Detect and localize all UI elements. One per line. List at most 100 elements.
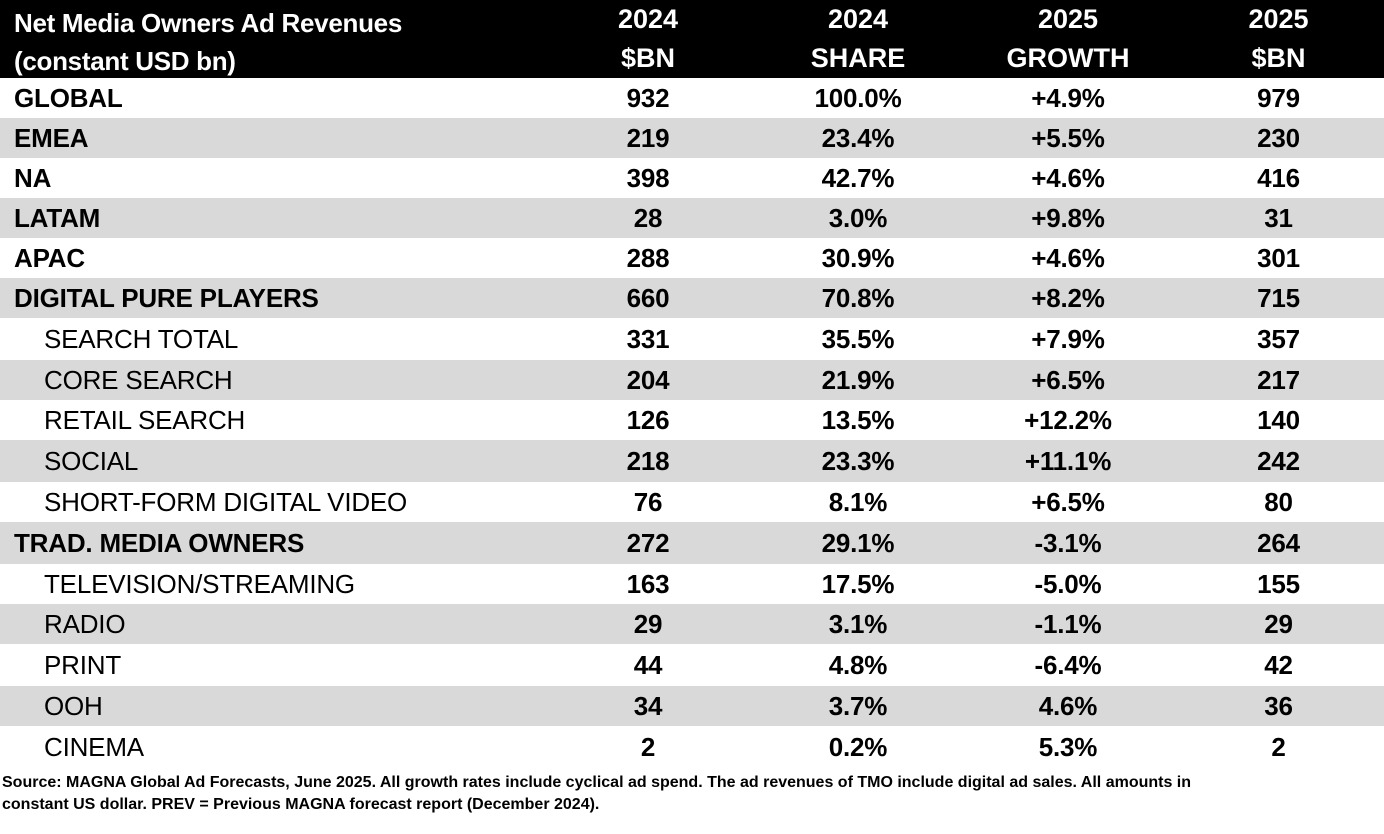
table-body: GLOBAL 932 100.0% +4.9% 979 EMEA 219 23.4% +5.5%… (0, 78, 1384, 768)
cell-2025-growth: -6.4% (1034, 649, 1102, 680)
cell-2024-bn: 272 (626, 527, 670, 558)
cell-2025-growth: +7.9% (1031, 323, 1105, 354)
cell-2024-bn: 932 (626, 82, 670, 113)
cell-2025-bn: 155 (1257, 568, 1300, 599)
cell-2025-growth: +4.6% (1031, 242, 1105, 273)
source-line-2: constant US dollar. PREV = Previous MAGN… (2, 796, 600, 813)
cell-2024-share: 13.5% (821, 404, 895, 435)
cell-2024-bn: 288 (626, 242, 670, 273)
cell-2025-growth: 5.3% (1038, 731, 1098, 762)
cell-2025-bn: 140 (1257, 404, 1300, 435)
cell-2025-growth: +12.2% (1024, 404, 1112, 435)
cell-2024-bn: 219 (626, 122, 670, 153)
cell-2024-bn: 29 (633, 608, 663, 639)
cell-2024-share: 30.9% (821, 242, 895, 273)
table-row: TRAD. MEDIA OWNERS 272 29.1% -3.1% 264 (0, 522, 1384, 564)
column-header-2024-share: 2024 SHARE (753, 0, 963, 78)
cell-2025-growth: 4.6% (1038, 690, 1098, 721)
table-row: TELEVISION/STREAMING 163 17.5% -5.0% 155 (0, 564, 1384, 604)
column-header-line-2: SHARE (810, 43, 906, 73)
cell-2024-share: 8.1% (828, 486, 888, 517)
row-label: CORE SEARCH (44, 364, 233, 395)
row-label: TRAD. MEDIA OWNERS (14, 527, 305, 558)
column-header-line-2: $BN (1251, 43, 1306, 73)
cell-2024-bn: 28 (633, 202, 663, 233)
title-line-2: (constant USD bn) (14, 46, 236, 76)
table-row: LATAM 28 3.0% +9.8% 31 (0, 198, 1384, 238)
table-row: NA 398 42.7% +4.6% 416 (0, 158, 1384, 198)
source-line-1: Source: MAGNA Global Ad Forecasts, June … (2, 774, 1192, 791)
cell-2024-bn: 204 (626, 364, 670, 395)
cell-2024-share: 29.1% (821, 527, 895, 558)
column-header-2024-bn: 2024 $BN (543, 0, 753, 78)
cell-2025-bn: 217 (1257, 364, 1300, 395)
column-header-2025-growth: 2025 GROWTH (963, 0, 1173, 78)
cell-2025-bn: 715 (1257, 282, 1300, 313)
table-row: GLOBAL 932 100.0% +4.9% 979 (0, 78, 1384, 118)
cell-2025-bn: 979 (1257, 82, 1300, 113)
cell-2024-share: 23.4% (821, 122, 895, 153)
table-row: PRINT 44 4.8% -6.4% 42 (0, 644, 1384, 686)
row-label: PRINT (44, 649, 122, 680)
row-label: RADIO (44, 608, 126, 639)
cell-2024-bn: 398 (626, 162, 670, 193)
cell-2025-bn: 42 (1264, 649, 1293, 680)
column-header-line-1: 2025 (1037, 4, 1099, 34)
cell-2025-growth: +8.2% (1031, 282, 1105, 313)
row-label: EMEA (14, 122, 89, 153)
row-label: SEARCH TOTAL (44, 323, 239, 354)
table-title: Net Media Owners Ad Revenues (constant U… (0, 0, 543, 78)
cell-2024-share: 17.5% (821, 568, 895, 599)
column-header-line-2: $BN (620, 43, 675, 73)
cell-2025-growth: +6.5% (1031, 364, 1105, 395)
row-label: SOCIAL (44, 445, 139, 476)
table-row: RADIO 29 3.1% -1.1% 29 (0, 604, 1384, 644)
cell-2024-share: 4.8% (828, 649, 888, 680)
cell-2024-bn: 126 (626, 404, 670, 435)
table-row: EMEA 219 23.4% +5.5% 230 (0, 118, 1384, 158)
row-label: RETAIL SEARCH (44, 404, 246, 435)
column-header-line-1: 2024 (617, 4, 679, 34)
cell-2024-share: 35.5% (821, 323, 895, 354)
cell-2025-growth: +9.8% (1031, 202, 1105, 233)
table-row: CINEMA 2 0.2% 5.3% 2 (0, 726, 1384, 768)
cell-2025-bn: 36 (1264, 690, 1293, 721)
row-label: GLOBAL (14, 82, 123, 113)
cell-2024-bn: 34 (633, 690, 663, 721)
cell-2025-bn: 416 (1257, 162, 1300, 193)
cell-2025-growth: +4.6% (1031, 162, 1105, 193)
cell-2025-growth: +6.5% (1031, 486, 1105, 517)
cell-2024-share: 21.9% (821, 364, 895, 395)
cell-2025-growth: +4.9% (1031, 82, 1105, 113)
cell-2025-growth: -5.0% (1034, 568, 1102, 599)
table-row: SOCIAL 218 23.3% +11.1% 242 (0, 440, 1384, 482)
table-row: APAC 288 30.9% +4.6% 301 (0, 238, 1384, 278)
table-row: SEARCH TOTAL 331 35.5% +7.9% 357 (0, 318, 1384, 360)
cell-2025-growth: +5.5% (1031, 122, 1105, 153)
cell-2025-bn: 29 (1264, 608, 1293, 639)
cell-2025-bn: 242 (1257, 445, 1300, 476)
row-label: CINEMA (44, 731, 144, 762)
revenue-table: Net Media Owners Ad Revenues (constant U… (0, 0, 1384, 768)
table-header: Net Media Owners Ad Revenues (constant U… (0, 0, 1384, 78)
row-label: TELEVISION/STREAMING (44, 568, 355, 599)
cell-2024-bn: 163 (626, 568, 670, 599)
column-header-line-1: 2025 (1248, 4, 1309, 34)
row-label: DIGITAL PURE PLAYERS (14, 282, 319, 313)
title-line-1: Net Media Owners Ad Revenues (14, 8, 402, 38)
cell-2024-share: 23.3% (821, 445, 895, 476)
column-header-line-1: 2024 (827, 4, 889, 34)
cell-2025-bn: 31 (1264, 202, 1293, 233)
cell-2025-growth: +11.1% (1024, 445, 1112, 476)
row-label: LATAM (14, 202, 101, 233)
row-label: APAC (14, 242, 85, 273)
row-label: NA (14, 162, 52, 193)
cell-2024-bn: 331 (626, 323, 670, 354)
column-header-2025-bn: 2025 $BN (1173, 0, 1384, 78)
cell-2025-bn: 301 (1257, 242, 1300, 273)
cell-2024-share: 42.7% (821, 162, 895, 193)
cell-2025-growth: -3.1% (1034, 527, 1102, 558)
cell-2025-bn: 2 (1271, 731, 1286, 762)
cell-2024-bn: 2 (640, 731, 656, 762)
table-row: CORE SEARCH 204 21.9% +6.5% 217 (0, 360, 1384, 400)
